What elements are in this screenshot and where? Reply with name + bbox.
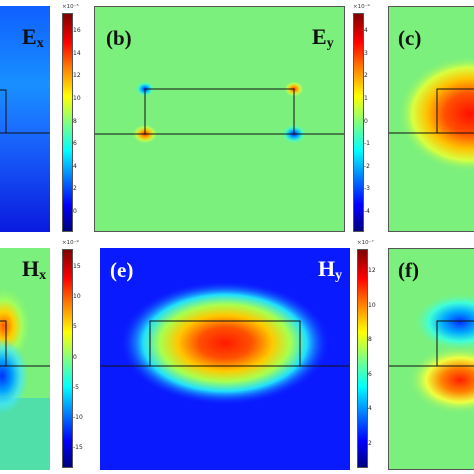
cb4-tick-label: 10 [368,301,376,309]
colorbar-1-exponent: ×10⁻⁵ [62,4,79,10]
ey-component-label: Ey [312,24,334,51]
colorbar-1 [62,13,73,232]
ey-field-plot [94,6,345,232]
panel-e-field-map: (e) Hy [100,248,350,470]
colorbar-3-exponent: ×10⁻⁹ [62,240,79,246]
cb1-tick-label: 16 [73,27,81,34]
panel-hx-field-map: Hx [0,248,50,470]
panel-c-letter: (c) [398,26,422,50]
panel-ex-field-map: Ex [0,6,50,232]
cb2-tick-label: -1 [364,140,370,148]
cb2-tick-label: 1 [364,94,368,102]
hx-field-plot [0,248,50,470]
cb1-tick-label: 4 [73,162,77,170]
cb2-tick-label: 3 [364,49,368,57]
cb4-tick-label: 12 [368,267,376,274]
cb3-tick-label: -10 [73,413,83,421]
cb1-tick-label: 10 [73,94,81,102]
cb1-tick-label: 0 [73,208,77,215]
panel-f-field-map: (f) [388,248,474,470]
cb3-tick-label: 0 [73,353,77,361]
colorbar-4 [357,249,368,468]
ex-field-plot [0,6,50,232]
cb1-tick-label: 8 [73,117,77,125]
c-field-plot [388,6,474,232]
cb3-tick-label: -5 [73,383,79,391]
cb2-tick-label: 0 [364,117,368,125]
cb1-tick-label: 2 [73,185,77,193]
hy-component-label: Hy [318,256,343,283]
cb4-tick-label: 2 [368,440,372,447]
cb2-tick-label: -2 [364,162,370,170]
cb3-tick-label: -15 [73,444,83,451]
ex-component-label: Ex [22,24,44,51]
colorbar-2 [353,13,364,232]
cb2-tick-label: 2 [364,72,368,80]
hx-component-label: Hx [22,256,47,283]
colorbar-2-exponent: ×10⁻⁹ [353,4,370,10]
cb1-tick-label: 14 [73,49,81,57]
panel-b-letter: (b) [106,26,132,50]
panel-b-field-map: (b) Ey [94,6,345,232]
cb2-tick-label: -4 [364,208,370,215]
cb3-tick-label: 10 [73,293,81,301]
cb1-tick-label: 6 [73,140,77,148]
hy-field-plot [100,248,350,470]
cb4-tick-label: 6 [368,370,372,378]
cb3-tick-label: 15 [73,263,81,270]
colorbar-4-exponent: ×10⁻⁷ [357,240,374,246]
cb2-tick-label: -3 [364,185,370,193]
panel-f-letter: (f) [398,258,419,282]
cb3-tick-label: 5 [73,323,77,331]
panel-e-letter: (e) [110,258,134,282]
cb4-tick-label: 4 [368,405,372,413]
cb4-tick-label: 8 [368,336,372,344]
panel-c-field-map: (c) [388,6,474,232]
f-field-plot [388,248,474,470]
cb1-tick-label: 12 [73,72,81,80]
cb2-tick-label: 4 [364,27,368,34]
colorbar-3 [62,249,73,468]
